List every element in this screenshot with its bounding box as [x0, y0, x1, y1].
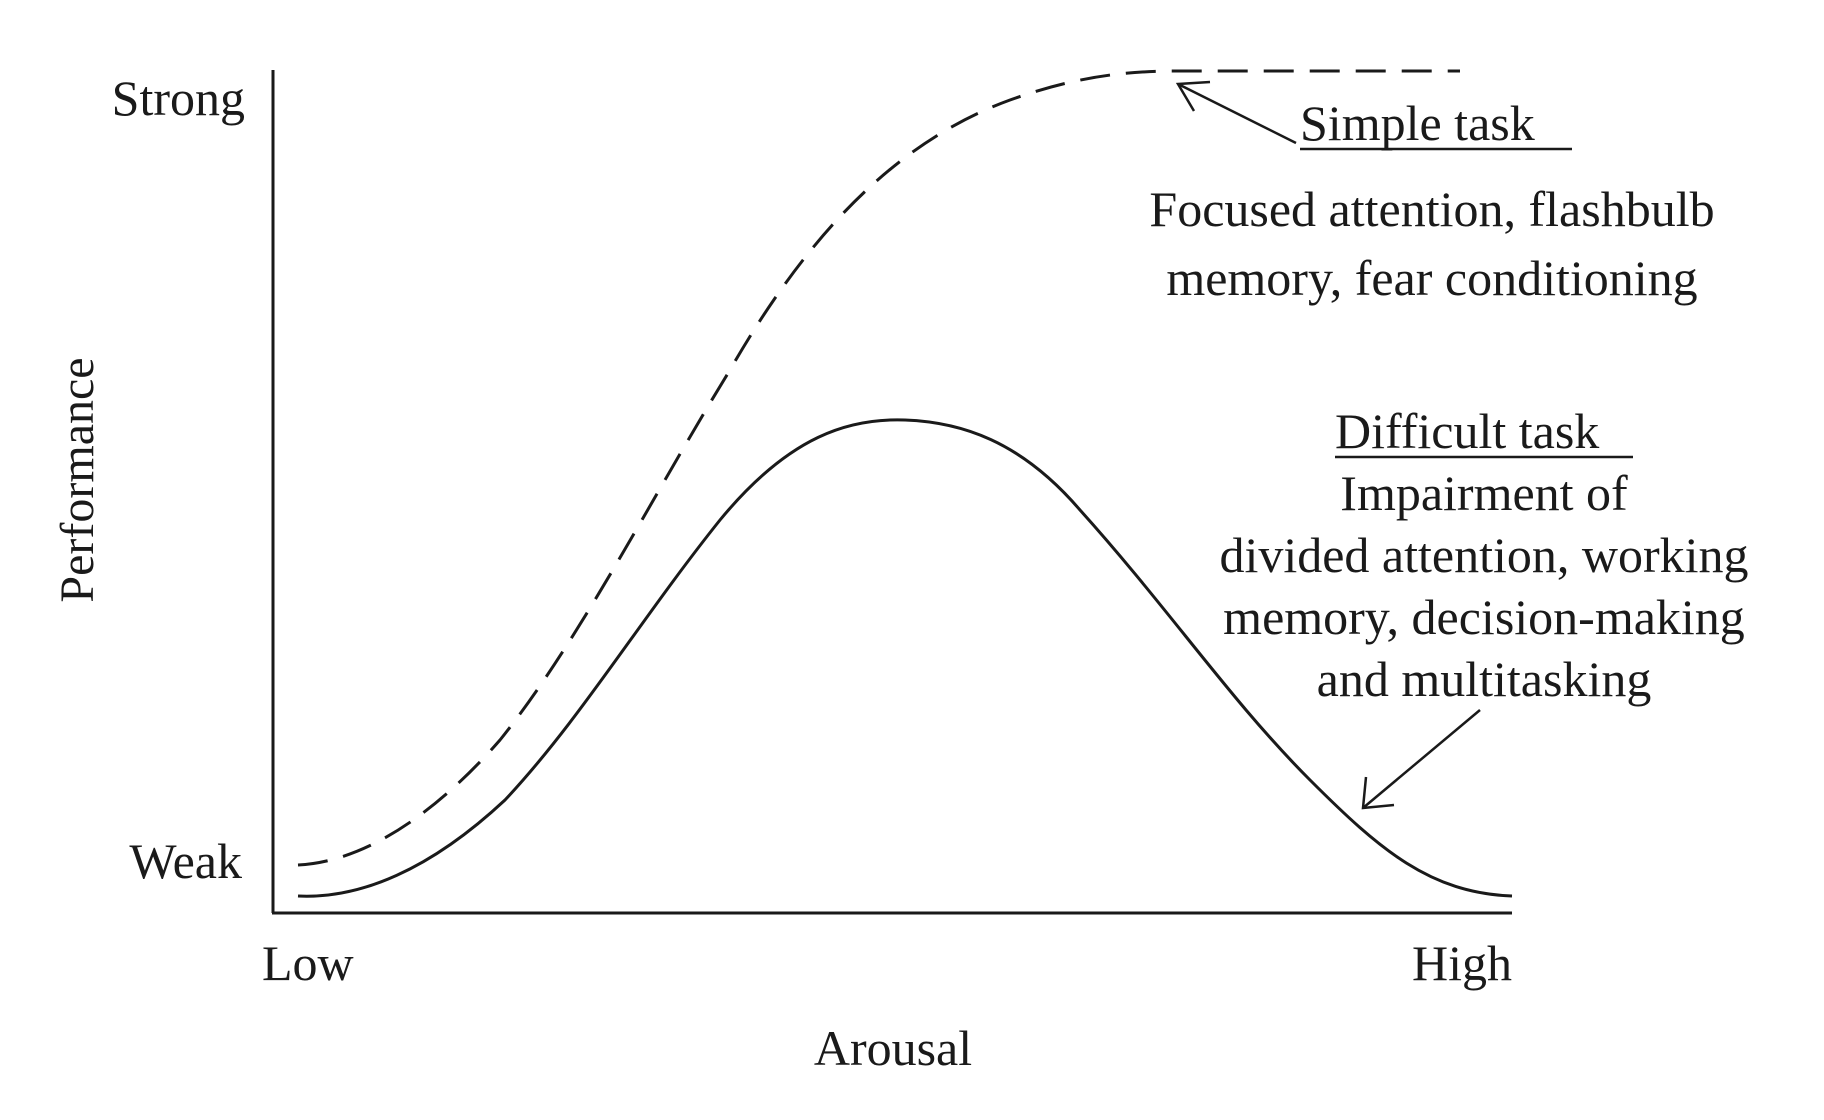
simple-task-desc-line2: memory, fear conditioning — [1166, 250, 1697, 306]
difficult-task-desc-line1: Impairment of — [1340, 465, 1628, 521]
x-high-label: High — [1412, 935, 1512, 991]
difficult-task-arrow — [1361, 709, 1481, 810]
simple-task-curve — [297, 69, 1460, 867]
y-axis-title: Performance — [51, 357, 104, 602]
x-low-label: Low — [262, 935, 354, 991]
simple-task-desc-line1: Focused attention, flashbulb — [1149, 181, 1714, 237]
y-strong-label: Strong — [112, 70, 245, 126]
difficult-task-desc-line3: memory, decision-making — [1223, 589, 1745, 645]
difficult-task-desc-line2: divided attention, working — [1219, 527, 1748, 583]
y-weak-label: Weak — [129, 833, 242, 889]
simple-task-arrow — [1175, 80, 1297, 145]
simple-task-title: Simple task — [1300, 95, 1535, 151]
difficult-task-desc-line4: and multitasking — [1317, 651, 1652, 707]
difficult-task-title: Difficult task — [1335, 403, 1599, 459]
difficult-task-curve — [297, 418, 1513, 898]
x-axis-title: Arousal — [814, 1020, 972, 1076]
